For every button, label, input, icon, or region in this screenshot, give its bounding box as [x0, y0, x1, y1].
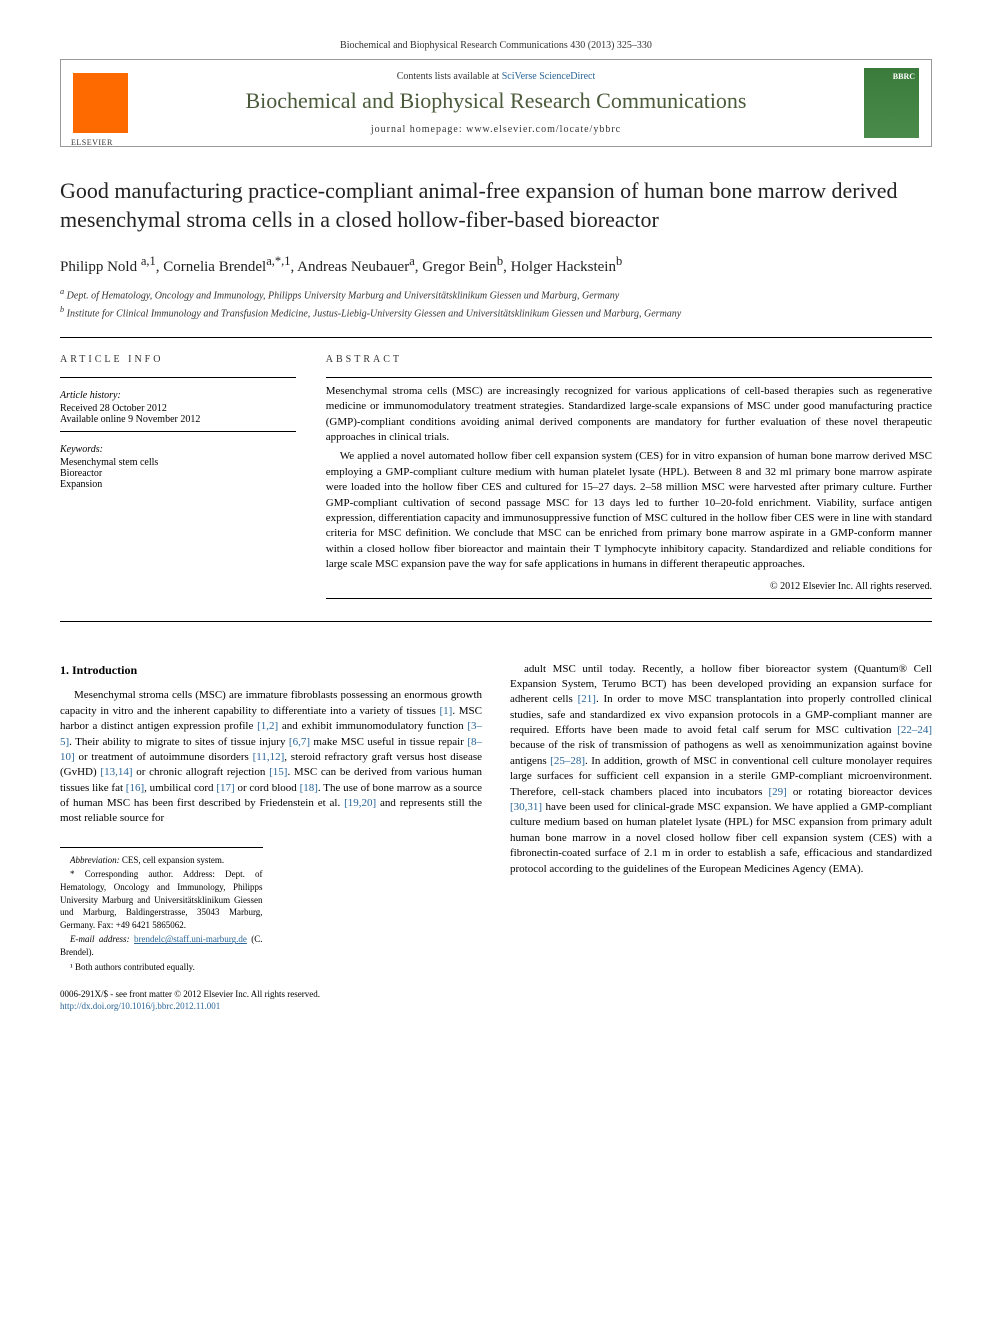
elsevier-logo — [73, 73, 128, 133]
article-info-header: ARTICLE INFO — [60, 354, 296, 365]
page-footer: 0006-291X/$ - see front matter © 2012 El… — [60, 989, 932, 1012]
keyword: Mesenchymal stem cells — [60, 457, 296, 468]
authors-line: Philipp Nold a,1, Cornelia Brendela,*,1,… — [60, 254, 932, 276]
keywords-label: Keywords: — [60, 444, 296, 455]
homepage-prefix: journal homepage: — [371, 124, 466, 135]
received-date: Received 28 October 2012 — [60, 403, 296, 414]
homepage-url: www.elsevier.com/locate/ybbrc — [466, 124, 621, 135]
affiliation-a: a Dept. of Hematology, Oncology and Immu… — [60, 286, 932, 303]
contents-line: Contents lists available at SciVerse Sci… — [140, 71, 852, 82]
sciencedirect-link[interactable]: SciVerse ScienceDirect — [502, 71, 596, 82]
keyword: Expansion — [60, 479, 296, 490]
email-footnote: E-mail address: brendelc@staff.uni-marbu… — [60, 933, 263, 958]
contents-prefix: Contents lists available at — [397, 71, 502, 82]
article-title: Good manufacturing practice-compliant an… — [60, 177, 932, 234]
keyword: Bioreactor — [60, 468, 296, 479]
abstract-para-2: We applied a novel automated hollow fibe… — [326, 449, 932, 572]
divider — [60, 621, 932, 622]
available-date: Available online 9 November 2012 — [60, 414, 296, 425]
abstract-block: ABSTRACT Mesenchymal stroma cells (MSC) … — [326, 354, 932, 605]
corresponding-author-footnote: * Corresponding author. Address: Dept. o… — [60, 868, 263, 931]
journal-name: Biochemical and Biophysical Research Com… — [140, 88, 852, 114]
article-info-block: ARTICLE INFO Article history: Received 2… — [60, 354, 296, 605]
footnotes: Abbreviation: CES, cell expansion system… — [60, 847, 263, 973]
divider — [60, 337, 932, 338]
journal-cover-thumbnail — [864, 68, 919, 138]
abstract-para-1: Mesenchymal stroma cells (MSC) are incre… — [326, 384, 932, 446]
affiliations: a Dept. of Hematology, Oncology and Immu… — [60, 286, 932, 321]
doi-link[interactable]: http://dx.doi.org/10.1016/j.bbrc.2012.11… — [60, 1001, 220, 1011]
section-heading-intro: 1. Introduction — [60, 662, 482, 679]
front-matter-line: 0006-291X/$ - see front matter © 2012 El… — [60, 989, 932, 1001]
history-label: Article history: — [60, 390, 296, 401]
homepage-line: journal homepage: www.elsevier.com/locat… — [140, 124, 852, 135]
abbreviation-footnote: Abbreviation: CES, cell expansion system… — [60, 854, 263, 867]
journal-reference: Biochemical and Biophysical Research Com… — [60, 40, 932, 51]
affiliation-b: b Institute for Clinical Immunology and … — [60, 304, 932, 321]
journal-header-box: Contents lists available at SciVerse Sci… — [60, 59, 932, 147]
abstract-header: ABSTRACT — [326, 354, 932, 365]
equal-contribution-footnote: ¹ Both authors contributed equally. — [60, 961, 263, 974]
email-link[interactable]: brendelc@staff.uni-marburg.de — [134, 934, 247, 944]
intro-left-para: Mesenchymal stroma cells (MSC) are immat… — [60, 688, 482, 827]
intro-right-para: adult MSC until today. Recently, a hollo… — [510, 662, 932, 877]
body-column-left: 1. Introduction Mesenchymal stroma cells… — [60, 662, 482, 976]
body-column-right: adult MSC until today. Recently, a hollo… — [510, 662, 932, 976]
abstract-copyright: © 2012 Elsevier Inc. All rights reserved… — [326, 581, 932, 592]
